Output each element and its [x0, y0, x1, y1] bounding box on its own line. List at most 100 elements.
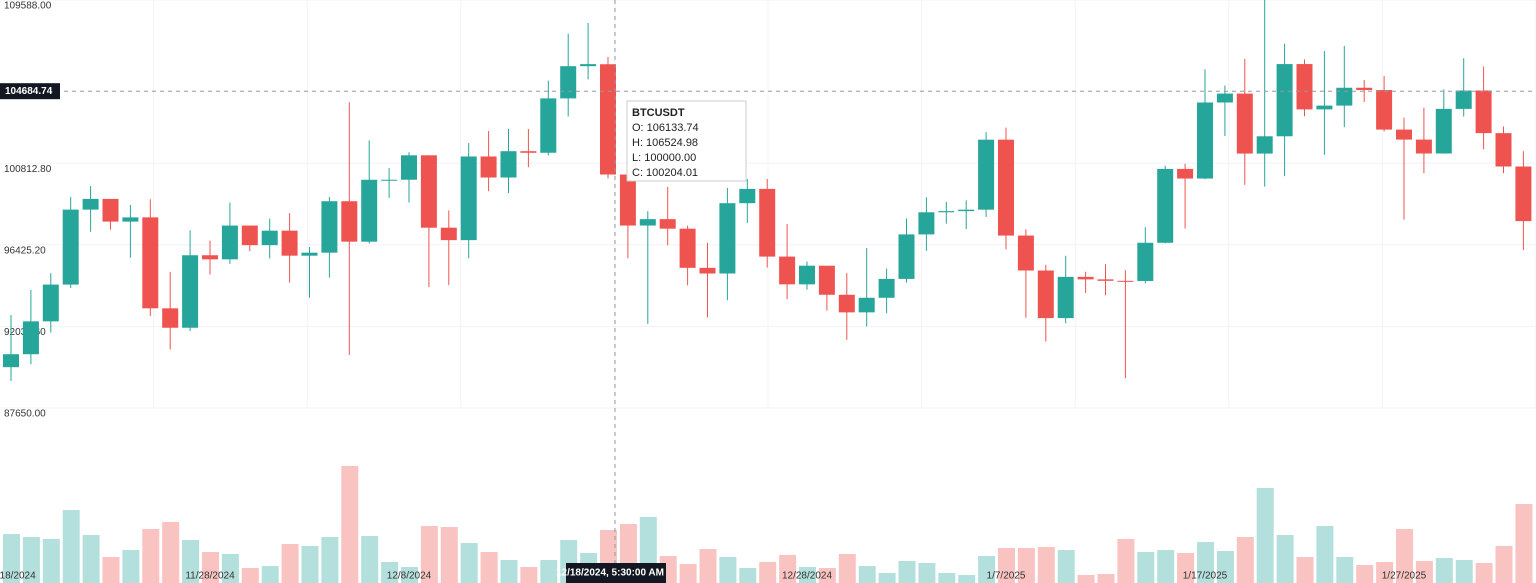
candle-body — [1515, 166, 1532, 222]
candle-body — [679, 228, 696, 268]
volume-bar — [361, 536, 379, 583]
volume-bar — [1515, 504, 1533, 583]
volume-bar — [998, 548, 1015, 583]
candle-body — [1057, 276, 1074, 319]
candle-body — [261, 230, 278, 246]
volume-bar — [818, 568, 836, 583]
candle-body — [799, 265, 815, 285]
x-tick-label: 1/27/2025 — [1382, 571, 1427, 582]
volume-bar — [22, 537, 40, 583]
candle-body — [321, 201, 338, 253]
volume-bar — [938, 573, 956, 583]
x-tick-label: 12/28/2024 — [782, 571, 832, 582]
volume-bar — [221, 554, 239, 583]
volume-bar — [440, 527, 458, 583]
candle-body — [142, 217, 159, 309]
candle-body — [500, 151, 517, 178]
tooltip-title: BTCUSDT — [632, 107, 685, 119]
candle-body — [1455, 90, 1472, 109]
candle-body — [1157, 168, 1174, 243]
candle-body — [480, 156, 497, 178]
volume-bar — [1455, 560, 1473, 583]
candle-body — [1077, 276, 1094, 280]
candle-body — [420, 155, 437, 228]
volume-bar — [142, 529, 160, 583]
candle-body — [938, 211, 955, 213]
volume-bar — [1017, 548, 1035, 583]
candle-body — [1236, 93, 1253, 154]
x-axis: 11/18/2024 11/28/2024 12/8/2024 12/28/2024 1… — [0, 571, 1427, 582]
volume-bar — [1336, 557, 1354, 583]
candle-body — [858, 297, 875, 313]
candle-body — [301, 252, 318, 256]
candle-body — [1435, 108, 1452, 154]
volume-bar — [162, 522, 180, 583]
x-tick-label: 11/18/2024 — [0, 571, 36, 582]
volume-bar — [1137, 552, 1155, 583]
candle-body — [1097, 279, 1114, 281]
volume-bar — [699, 549, 717, 583]
volume-bar — [838, 554, 856, 583]
tooltip: BTCUSDT O: 106133.74 H: 106524.98 L: 100000… — [626, 100, 747, 182]
candle-body — [958, 209, 975, 212]
volume-bar — [3, 534, 20, 583]
volume-bar — [62, 510, 80, 583]
volume-bar — [401, 567, 418, 583]
volume-bar — [520, 567, 538, 583]
candle-body — [1316, 105, 1333, 110]
candle-body — [540, 98, 557, 153]
candle-body — [1177, 168, 1194, 179]
volume-bar — [1216, 551, 1234, 583]
candle-body — [460, 156, 477, 241]
volume-bar — [1037, 547, 1055, 583]
candle-body — [1336, 87, 1353, 106]
volume-bar — [918, 563, 936, 583]
tooltip-line: C: 100204.01 — [632, 167, 698, 179]
volume-bar — [241, 568, 259, 583]
crosshair-price-label: 104684.74 — [5, 86, 53, 97]
volume-bar — [1256, 488, 1274, 583]
volume-bar — [540, 560, 558, 583]
candle-body — [82, 198, 99, 210]
candle-body — [659, 219, 676, 229]
candle-body — [440, 227, 457, 241]
candle-body — [122, 217, 139, 222]
volume-bar — [1276, 535, 1294, 583]
candle-body — [1137, 242, 1154, 281]
tooltip-line: H: 106524.98 — [632, 137, 698, 149]
candle-body — [560, 66, 577, 99]
volume-bar — [958, 575, 976, 583]
candle-body — [759, 188, 776, 257]
x-tick-label: 1/17/2025 — [1183, 571, 1228, 582]
candle-body — [1276, 64, 1293, 137]
volume-bar — [1396, 529, 1413, 583]
x-tick-label: 11/28/2024 — [185, 571, 235, 582]
candle-body — [580, 64, 597, 67]
volume-bar — [878, 573, 896, 583]
crosshair-time-tag — [566, 563, 666, 583]
candle-body — [281, 230, 298, 256]
candle-body — [3, 354, 19, 368]
volume-bar — [460, 543, 478, 583]
candle-body — [1197, 102, 1213, 179]
volume-bar — [1475, 563, 1493, 583]
volume-bar — [301, 546, 319, 583]
volume-bar — [1097, 574, 1115, 583]
volume-bar — [1316, 526, 1334, 583]
tooltip-line: L: 100000.00 — [632, 152, 696, 164]
volume-bar — [1157, 550, 1175, 583]
volume-bar — [102, 557, 120, 583]
volume-bar — [122, 550, 140, 583]
candle-body — [779, 256, 796, 285]
volume-bar — [1077, 575, 1095, 583]
candle-body — [182, 255, 199, 328]
volume-bar — [1057, 550, 1075, 583]
candle-body — [699, 267, 716, 274]
volume-bar — [1435, 558, 1453, 583]
volume-bar — [82, 535, 100, 583]
candle-body — [102, 198, 119, 222]
volume-bar — [261, 566, 279, 583]
tooltip-box — [626, 100, 747, 182]
